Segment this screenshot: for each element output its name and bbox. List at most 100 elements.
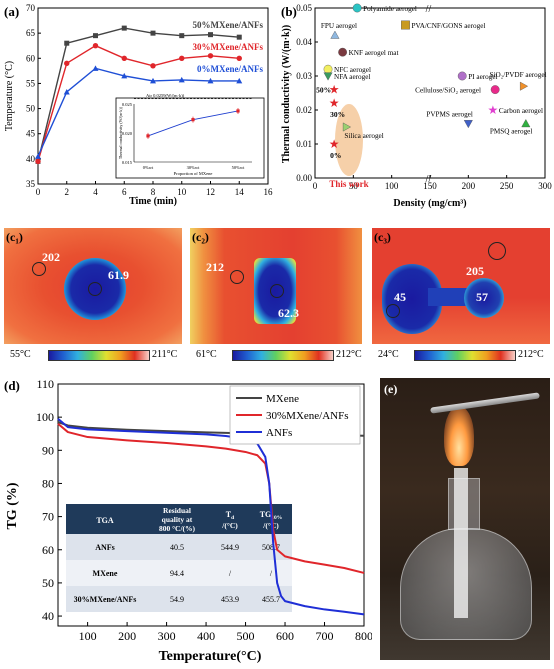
chart-d-xlabel: Temperature(°C) bbox=[159, 649, 262, 664]
inset-x-tick-label: 50%wt bbox=[232, 165, 245, 170]
thermal-c3-temp-top: 205 bbox=[466, 264, 484, 278]
chart-a-ylabel: Temperature (°C) bbox=[4, 61, 15, 131]
y-tick-label: 0.02 bbox=[296, 105, 312, 115]
inset-y-tick-label: 0.025 bbox=[122, 102, 133, 107]
chart-a-xlabel: Time (min) bbox=[129, 196, 177, 207]
inset-ylabel: Thermal conductivity (W/(m·k)) bbox=[118, 106, 123, 159]
x-tick-label: 300 bbox=[538, 181, 552, 191]
legend-entry: 30%MXene/ANFs bbox=[266, 410, 349, 422]
thermal-c3-temp-left: 45 bbox=[394, 290, 406, 304]
series-line bbox=[37, 67, 240, 157]
series-point bbox=[35, 153, 41, 159]
table-cell: MXene bbox=[93, 569, 118, 578]
series-line bbox=[57, 423, 365, 574]
point-label: PI aerogel bbox=[468, 73, 497, 81]
series-point bbox=[236, 77, 243, 84]
chart-d-ylabel: TG (%) bbox=[5, 482, 20, 529]
table-cell: 455.7 bbox=[262, 595, 280, 604]
inset-xlabel: Proportion of MXene bbox=[174, 171, 213, 176]
table-cell: 508.7 bbox=[262, 543, 280, 552]
panel-a: (a) 0 2 4 6 8 10 12 14 16 35 40 45 50 55 60 65 70 50%MXe… bbox=[0, 0, 277, 210]
data-point bbox=[401, 20, 410, 30]
data-point bbox=[323, 72, 333, 81]
thermal-c2-label: (c₂) bbox=[192, 230, 209, 244]
x-tick-label: 8 bbox=[151, 187, 156, 197]
y-tick-label: 0.03 bbox=[296, 71, 312, 81]
axis-break-icon: // bbox=[426, 4, 432, 15]
series-point bbox=[121, 55, 127, 61]
point-label: PVA/CNF/GONS aerogel bbox=[411, 22, 485, 30]
this-work-point-label: 0% bbox=[330, 151, 341, 160]
data-point bbox=[352, 3, 362, 13]
x-tick-label: 100 bbox=[79, 629, 97, 643]
this-work-point: ★ bbox=[329, 83, 340, 97]
x-tick-label: 800 bbox=[355, 629, 372, 643]
crosshair-icon bbox=[488, 242, 506, 260]
table-cell: 453.9 bbox=[221, 595, 239, 604]
crosshair-icon bbox=[230, 270, 244, 284]
series-point bbox=[150, 63, 156, 69]
chart-b-ylabel: Thermal conductivity (W/(m·k)) bbox=[281, 25, 292, 163]
y-tick-label: 0.01 bbox=[296, 139, 312, 149]
y-tick-label: 40 bbox=[42, 609, 54, 623]
point-label: PVPMS aerogel bbox=[426, 111, 473, 119]
table-cell: / bbox=[229, 569, 232, 578]
inset-point bbox=[236, 109, 240, 113]
point-label: NFA aerogel bbox=[334, 73, 370, 81]
c1-colorbar bbox=[48, 350, 150, 361]
data-point bbox=[521, 118, 531, 128]
series-point bbox=[179, 55, 185, 61]
thermal-c2-temp-left: 212 bbox=[206, 260, 224, 274]
chart-b-svg: (b) 0 50 100 150 200 250 300 0.00 0.01 0.02 0.03 0.… bbox=[281, 3, 552, 209]
y-tick-label: 110 bbox=[36, 377, 54, 391]
panel-e-photo: (e) bbox=[380, 378, 550, 660]
x-tick-label: 150 bbox=[423, 181, 437, 191]
x-tick-label: 14 bbox=[235, 187, 245, 197]
series-point bbox=[92, 43, 99, 49]
panel-e-label: (e) bbox=[384, 382, 398, 396]
point-label: Silica aerogel bbox=[344, 132, 383, 140]
y-tick-label: 60 bbox=[26, 53, 36, 63]
axis-break-icon: // bbox=[426, 174, 432, 185]
thermal-c1-label: (c₁) bbox=[6, 230, 23, 244]
series-point bbox=[64, 60, 70, 67]
series-point bbox=[121, 25, 127, 31]
x-tick-label: 600 bbox=[276, 629, 294, 643]
y-tick-label: 0.04 bbox=[296, 37, 312, 47]
x-tick-label: 0 bbox=[36, 187, 41, 197]
panel-a-label: (a) bbox=[4, 4, 19, 19]
chart-a-svg: (a) 0 2 4 6 8 10 12 14 16 35 40 45 50 55 60 65 70 50%MXe… bbox=[4, 3, 273, 207]
x-tick-label: 10 bbox=[177, 187, 187, 197]
point-label: KNF aerogel mat bbox=[349, 49, 399, 57]
flame bbox=[444, 406, 474, 466]
inset-x-tick-label: 0%wt bbox=[143, 165, 154, 170]
c3-scale-max: 212°C bbox=[518, 349, 544, 360]
series-point bbox=[35, 158, 41, 165]
table-cell: 30%MXene/ANFs bbox=[74, 595, 137, 604]
point-label: Cellulose/SiO₂ aerogel bbox=[415, 87, 481, 95]
x-tick-label: 300 bbox=[158, 629, 176, 643]
series-point bbox=[236, 55, 242, 61]
x-tick-label: 100 bbox=[385, 181, 399, 191]
series-point bbox=[64, 40, 70, 46]
thermal-image-c2: (c₂) 212 62.3 bbox=[190, 228, 362, 344]
legend-entry: ANFs bbox=[266, 427, 292, 439]
thermal-image-c3: (c₃) 205 45 57 bbox=[372, 228, 550, 344]
tweezers bbox=[430, 392, 540, 414]
series-point bbox=[150, 30, 156, 36]
chart-d-frame bbox=[57, 383, 365, 627]
crosshair-icon bbox=[270, 284, 284, 298]
series-point bbox=[207, 77, 214, 84]
panel-b: (b) 0 50 100 150 200 250 300 0.00 0.01 0.02 0.03 0.… bbox=[277, 0, 554, 210]
x-tick-label: 50 bbox=[349, 181, 359, 191]
table-header-cell: Residual bbox=[163, 506, 191, 515]
c3-colorbar bbox=[414, 350, 516, 361]
x-tick-label: 4 bbox=[93, 187, 98, 197]
series-point bbox=[207, 53, 214, 59]
thermal-c1-temp-center: 61.9 bbox=[108, 268, 129, 282]
point-label: SiO₂/PVDF aerogel bbox=[490, 71, 547, 79]
y-tick-label: 90 bbox=[42, 443, 54, 457]
x-tick-label: 2 bbox=[65, 187, 70, 197]
legend-entry: 50%MXene/ANFs bbox=[193, 20, 264, 30]
table-cell: ANFs bbox=[95, 543, 115, 552]
